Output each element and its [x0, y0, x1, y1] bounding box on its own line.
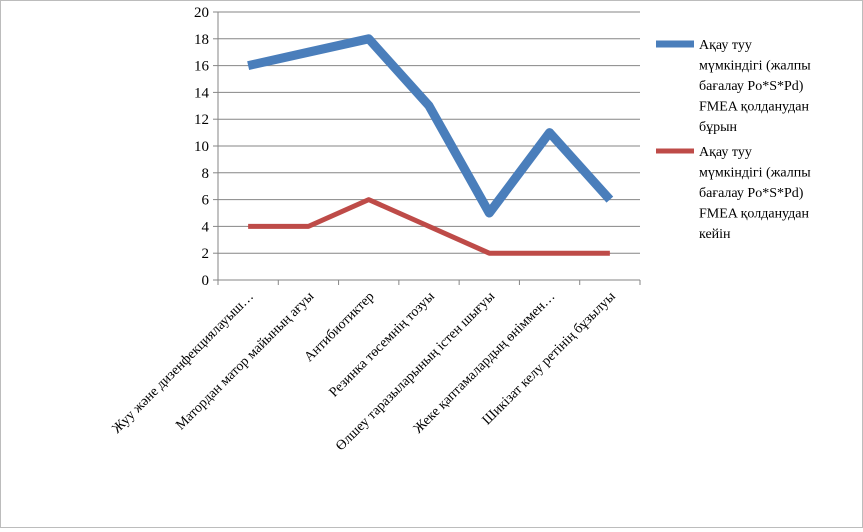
- gridlines: [218, 11, 640, 254]
- legend-label: мүмкіндігі (жалпы: [699, 166, 811, 181]
- y-tick-label: 14: [194, 85, 210, 101]
- legend-label: бағалау Po*S*Pd): [699, 79, 804, 94]
- y-tick-labels: 0 2 4 6 8 10 12 14 16 18 20: [194, 5, 210, 289]
- data-point: [307, 225, 309, 227]
- y-tick-label: 20: [194, 5, 209, 21]
- data-point: [307, 51, 309, 53]
- legend-label: FMEA қолданудан: [699, 100, 810, 115]
- data-point: [247, 225, 249, 227]
- data-point: [247, 65, 249, 67]
- y-tick-label: 12: [194, 112, 209, 128]
- data-point: [488, 252, 490, 254]
- x-tick-label: Резинка төсемнің тозуы: [327, 289, 439, 401]
- data-point: [549, 252, 551, 254]
- y-tick-label: 10: [194, 139, 209, 155]
- data-point: [368, 199, 370, 201]
- data-point: [368, 38, 370, 40]
- legend-label: FMEA қолданудан: [699, 207, 810, 222]
- y-tick-label: 4: [202, 219, 210, 235]
- data-point: [428, 225, 430, 227]
- series-line-before: [247, 34, 614, 218]
- data-point: [428, 105, 430, 107]
- axes: [213, 11, 641, 285]
- data-point: [609, 199, 611, 201]
- y-tick-label: 8: [202, 166, 210, 182]
- legend-label: бұрын: [699, 120, 738, 135]
- data-point: [549, 132, 551, 134]
- y-tick-label: 2: [202, 246, 210, 262]
- legend-label: мүмкіндігі (жалпы: [699, 59, 811, 74]
- legend-label: бағалау Po*S*Pd): [699, 186, 804, 201]
- y-tick-label: 0: [202, 273, 210, 289]
- legend: Ақау туу мүмкіндігі (жалпы бағалау Po*S*Pd…: [656, 38, 811, 242]
- y-tick-label: 18: [194, 32, 209, 48]
- legend-label: Ақау туу: [699, 145, 752, 160]
- x-tick-labels: Жуу және дизенфекциялауыш…Матордан матор…: [110, 289, 620, 454]
- legend-label: Ақау туу: [699, 38, 752, 53]
- series-lines: [247, 34, 614, 256]
- y-tick-label: 6: [202, 193, 210, 209]
- x-tick-label: Шикізат келу ретінің бұзылуы: [480, 289, 619, 428]
- legend-label: кейін: [699, 227, 731, 242]
- data-point: [488, 212, 490, 214]
- y-tick-label: 16: [194, 59, 210, 75]
- data-point: [609, 252, 611, 254]
